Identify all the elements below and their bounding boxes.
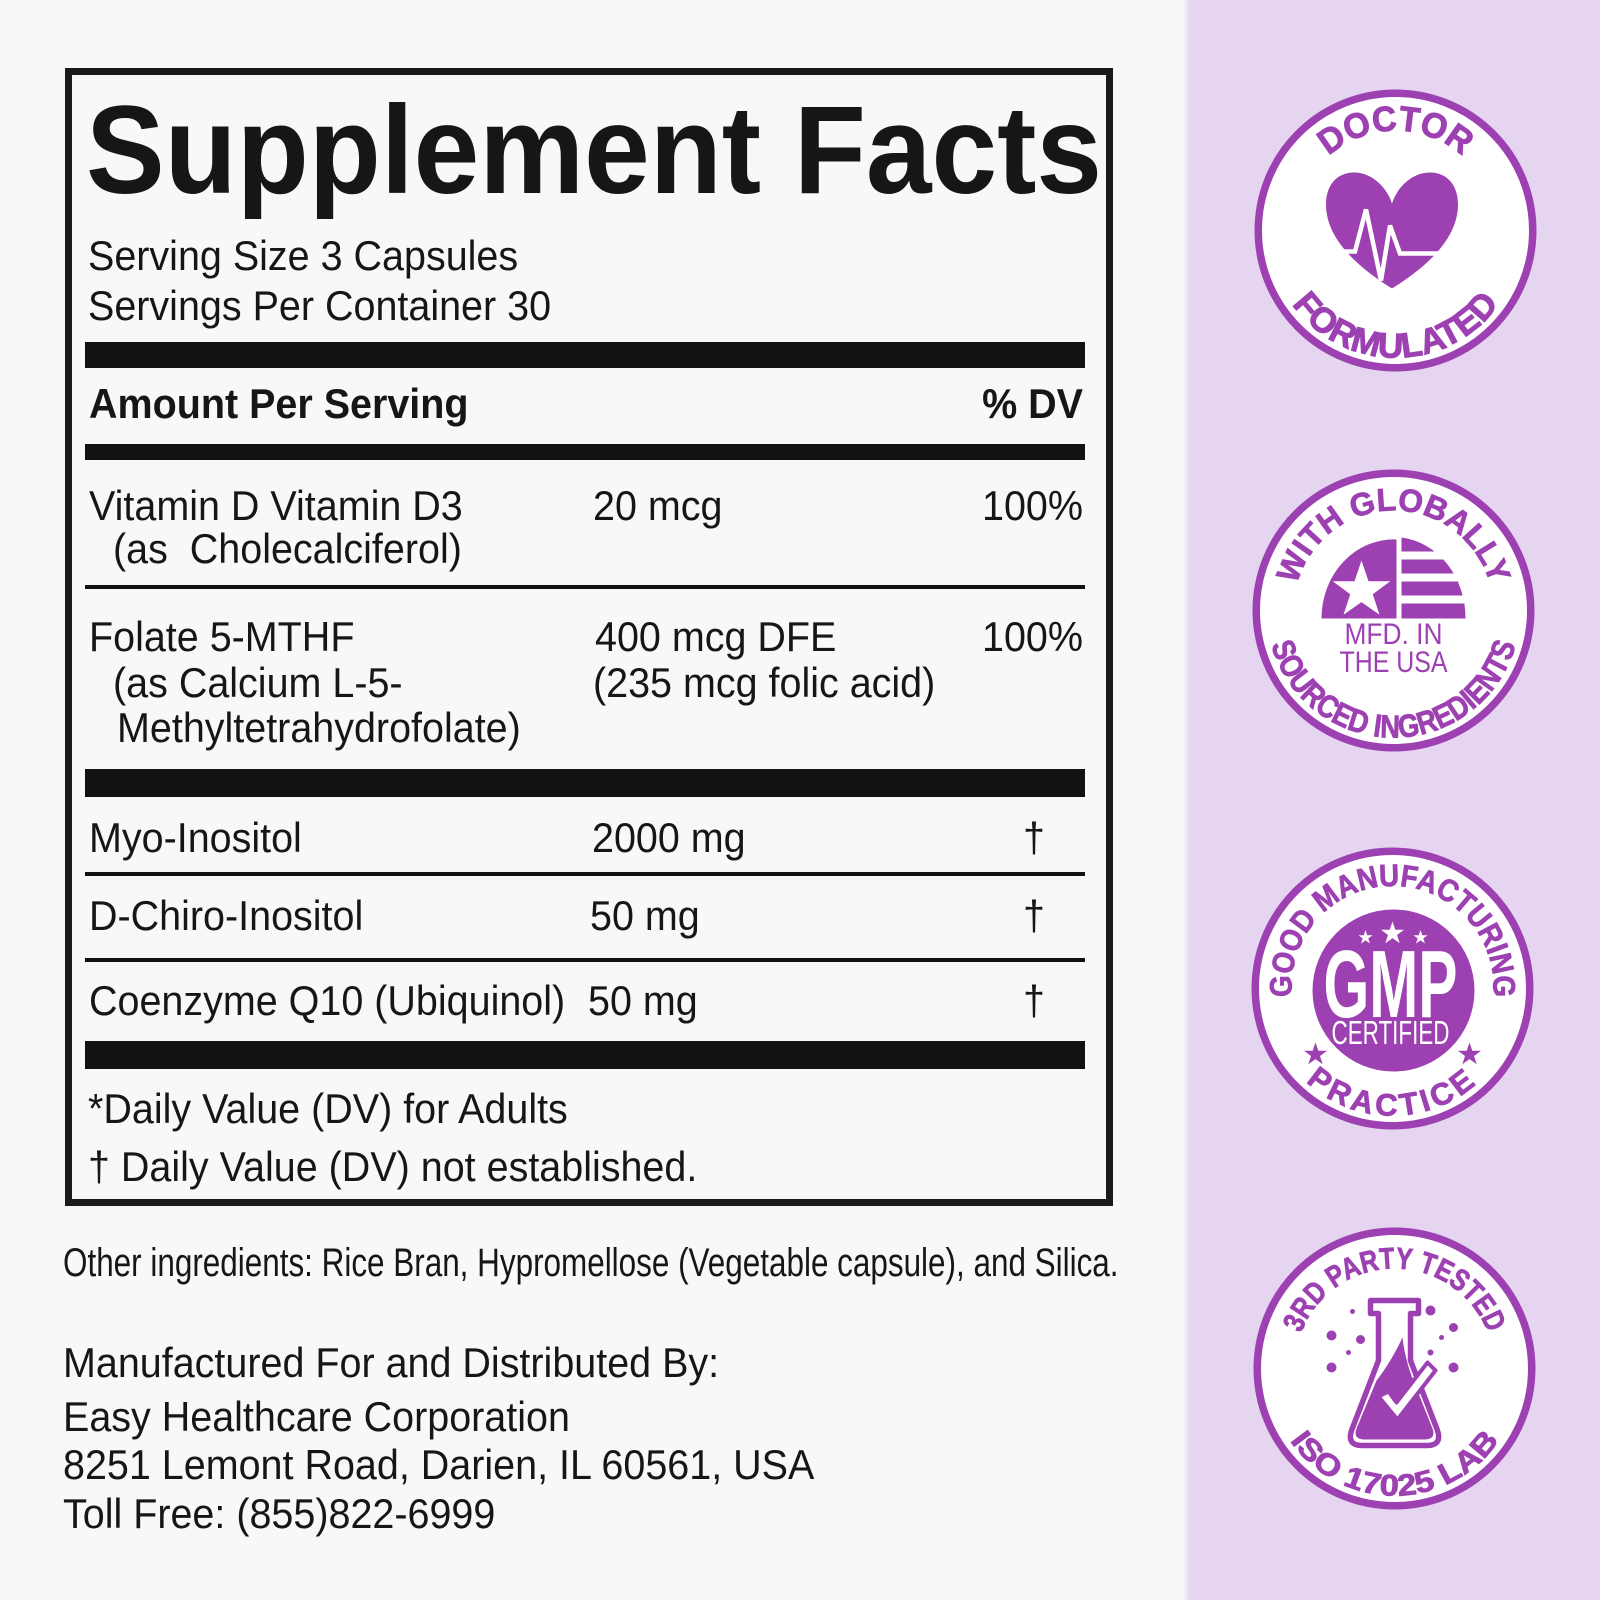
svg-text:MFD. IN: MFD. IN bbox=[1345, 618, 1443, 651]
svg-text:CERTIFIED: CERTIFIED bbox=[1332, 1014, 1450, 1051]
svg-text:THE USA: THE USA bbox=[1340, 646, 1448, 679]
svg-text:GMP: GMP bbox=[1324, 931, 1458, 1038]
